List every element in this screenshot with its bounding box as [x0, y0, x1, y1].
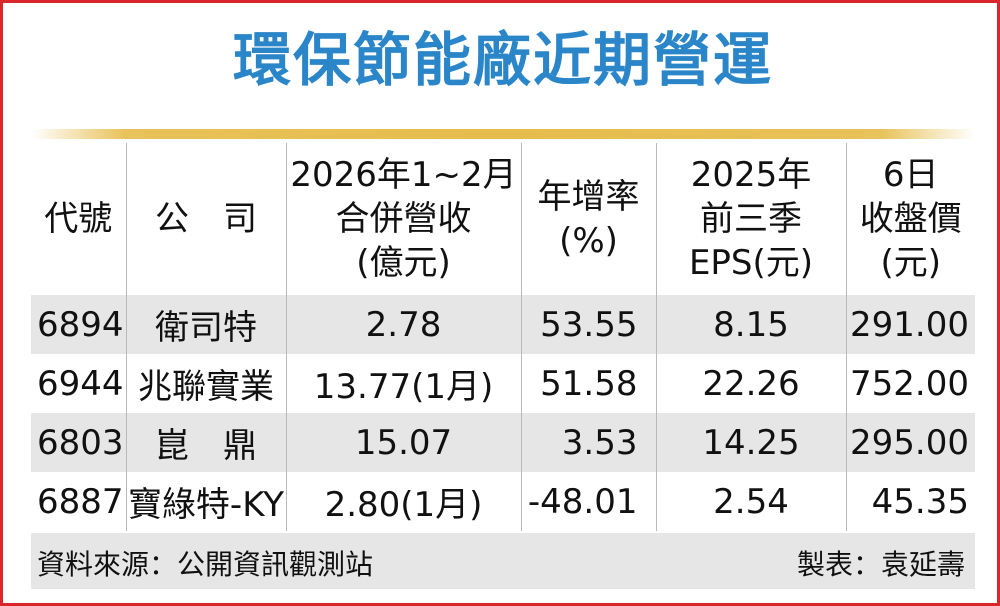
cell-close: 291.00: [845, 295, 975, 354]
cell-close: 45.35: [845, 472, 975, 531]
header-eps: 2025年 前三季 EPS(元): [655, 143, 846, 295]
header-line: 6日: [882, 155, 939, 195]
header-line: 年增率: [537, 177, 640, 217]
cell-company: 衛司特: [125, 295, 286, 354]
page-title: 環保節能廠近期營運: [232, 26, 773, 94]
maker-credit: 製表：袁延壽: [796, 548, 965, 581]
cell-code: 6894: [31, 295, 126, 354]
cell-revenue: 2.80(1月): [285, 472, 521, 531]
cell-close: 295.00: [845, 413, 975, 472]
table-footer: 資料來源：公開資訊觀測站 製表：袁延壽: [31, 533, 975, 589]
cell-revenue: 13.77(1月): [285, 354, 521, 413]
header-line: 前三季: [700, 199, 802, 239]
cell-yoy: 3.53: [520, 413, 656, 472]
header-line: (億元): [356, 243, 451, 283]
cell-code: 6887: [37, 481, 124, 522]
cell-company: 兆聯實業: [125, 354, 286, 413]
header-line: 2026年1~2月: [290, 155, 517, 195]
cell-eps: 8.15: [655, 295, 846, 354]
table-header-row: 代號 公 司 2026年1~2月 合併營收 (億元) 年增率 (%) 2025年…: [31, 143, 975, 295]
cell-yoy: 51.58: [520, 354, 656, 413]
header-line: 2025年: [690, 155, 812, 195]
table-row: 6887 寶綠特-KY 2.80(1月) -48.01 2.54 45.35: [31, 472, 975, 531]
cell-company: 崑 鼎: [125, 413, 286, 472]
header-line: (%): [559, 221, 618, 261]
header-line: 代號: [44, 199, 113, 239]
cell-code: 6944: [37, 363, 124, 404]
header-yoy: 年增率 (%): [520, 143, 656, 295]
cell-company: 寶綠特-KY: [125, 472, 286, 531]
header-revenue: 2026年1~2月 合併營收 (億元): [285, 143, 521, 295]
header-line: 合併營收: [335, 199, 472, 239]
header-line: (元): [880, 243, 942, 283]
cell-close: 752.00: [845, 354, 975, 413]
header-line: 公 司: [155, 199, 257, 239]
header-close: 6日 收盤價 (元): [845, 143, 975, 295]
title-divider: [31, 129, 975, 139]
source-note: 資料來源：公開資訊觀測站: [37, 548, 374, 581]
revenue-table: 代號 公 司 2026年1~2月 合併營收 (億元) 年增率 (%) 2025年…: [31, 143, 975, 531]
table-row: 6803 崑 鼎 15.07 3.53 14.25 295.00: [31, 413, 975, 472]
cell-yoy: -48.01: [520, 472, 656, 531]
cell-code: 6803: [31, 413, 126, 472]
header-line: 收盤價: [859, 199, 962, 239]
header-code: 代號: [31, 143, 126, 295]
cell-eps: 2.54: [655, 472, 846, 531]
table-row: 6894 衛司特 2.78 53.55 8.15 291.00: [31, 295, 975, 354]
cell-revenue: 2.78: [285, 295, 521, 354]
cell-eps: 22.26: [655, 354, 846, 413]
cell-eps: 14.25: [655, 413, 846, 472]
cell-revenue: 15.07: [285, 413, 521, 472]
header-line: EPS(元): [688, 243, 814, 283]
table-row: 6944 兆聯實業 13.77(1月) 51.58 22.26 752.00: [31, 354, 975, 413]
cell-yoy: 53.55: [520, 295, 656, 354]
header-company: 公 司: [125, 143, 286, 295]
